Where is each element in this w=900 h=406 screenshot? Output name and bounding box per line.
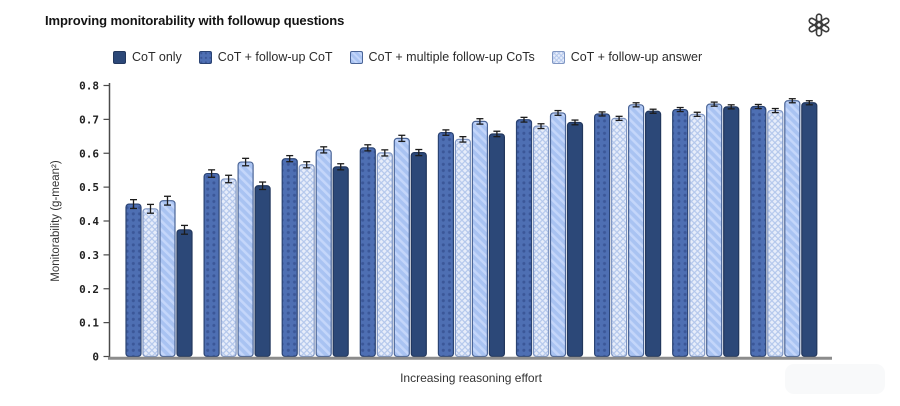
bar <box>376 152 393 358</box>
bar <box>281 158 298 358</box>
bar <box>566 121 584 358</box>
bar <box>237 161 254 358</box>
bar <box>359 147 376 358</box>
bar <box>393 137 410 358</box>
legend-swatch-icon <box>349 50 363 64</box>
bar <box>672 108 689 358</box>
bar <box>125 203 142 358</box>
y-tick-label: 0.6 <box>79 147 99 160</box>
bar <box>532 125 550 358</box>
bar <box>767 109 784 358</box>
y-tick-label: 0.8 <box>79 80 99 93</box>
bar <box>159 200 176 358</box>
x-axis-label: Increasing reasoning effort <box>400 371 542 385</box>
openai-logo-svg <box>808 13 830 37</box>
legend-item-cot-multiple-follow-up-cots: CoT + multiple follow-up CoTs <box>349 50 535 64</box>
bars <box>125 100 818 358</box>
y-tick-label: 0.7 <box>79 113 99 126</box>
bar <box>593 113 611 358</box>
bar <box>610 117 628 358</box>
legend-label: CoT + multiple follow-up CoTs <box>368 50 535 64</box>
bar <box>689 113 706 358</box>
bar <box>298 164 315 358</box>
bar <box>410 151 427 358</box>
bar <box>315 149 332 358</box>
chart-legend: CoT only CoT + follow-up CoT CoT + multipl… <box>113 50 702 64</box>
bar <box>706 103 723 358</box>
bar <box>332 166 349 358</box>
bar <box>488 133 505 358</box>
legend-swatch-icon <box>113 50 126 64</box>
legend-swatch-icon <box>551 50 565 64</box>
error-bars <box>130 98 813 235</box>
bar <box>454 138 471 358</box>
legend-label: CoT only <box>132 50 182 64</box>
bar <box>437 131 454 358</box>
y-tick-label: 0.1 <box>79 317 99 330</box>
bar <box>176 229 193 358</box>
bar <box>801 102 818 358</box>
legend-item-cot-follow-up-answer: CoT + follow-up answer <box>551 50 703 64</box>
bar <box>254 185 271 358</box>
y-axis-label: Monitorability (g-mean²) <box>50 160 62 282</box>
legend-swatch-icon <box>198 50 212 64</box>
page-title: Improving monitorability with followup q… <box>45 13 345 28</box>
openai-logo-icon <box>806 12 832 38</box>
legend-label: CoT + follow-up answer <box>570 50 703 64</box>
bar <box>471 120 488 358</box>
bar <box>644 110 662 358</box>
y-tick-label: 0 <box>92 351 99 364</box>
bar <box>750 105 767 358</box>
legend-item-cot-follow-up-cot: CoT + follow-up CoT <box>198 50 333 64</box>
y-tick-label: 0.3 <box>79 249 99 262</box>
legend-label: CoT + follow-up CoT <box>217 50 333 64</box>
y-tick-label: 0.4 <box>79 215 99 228</box>
y-tick-label: 0.5 <box>79 181 99 194</box>
bar <box>784 100 801 358</box>
bar <box>203 172 220 358</box>
y-axis: 0 0.1 0.2 0.3 0.4 0.5 0.6 0.7 0.8 <box>79 80 111 364</box>
bar <box>723 106 740 358</box>
bar <box>515 119 533 358</box>
bar <box>549 112 567 358</box>
bar <box>142 208 159 358</box>
legend-item-cot-only: CoT only <box>113 50 182 64</box>
y-tick-label: 0.2 <box>79 283 99 296</box>
bar <box>220 178 237 358</box>
corner-shadow-overlay <box>785 364 885 394</box>
bar <box>627 104 645 358</box>
